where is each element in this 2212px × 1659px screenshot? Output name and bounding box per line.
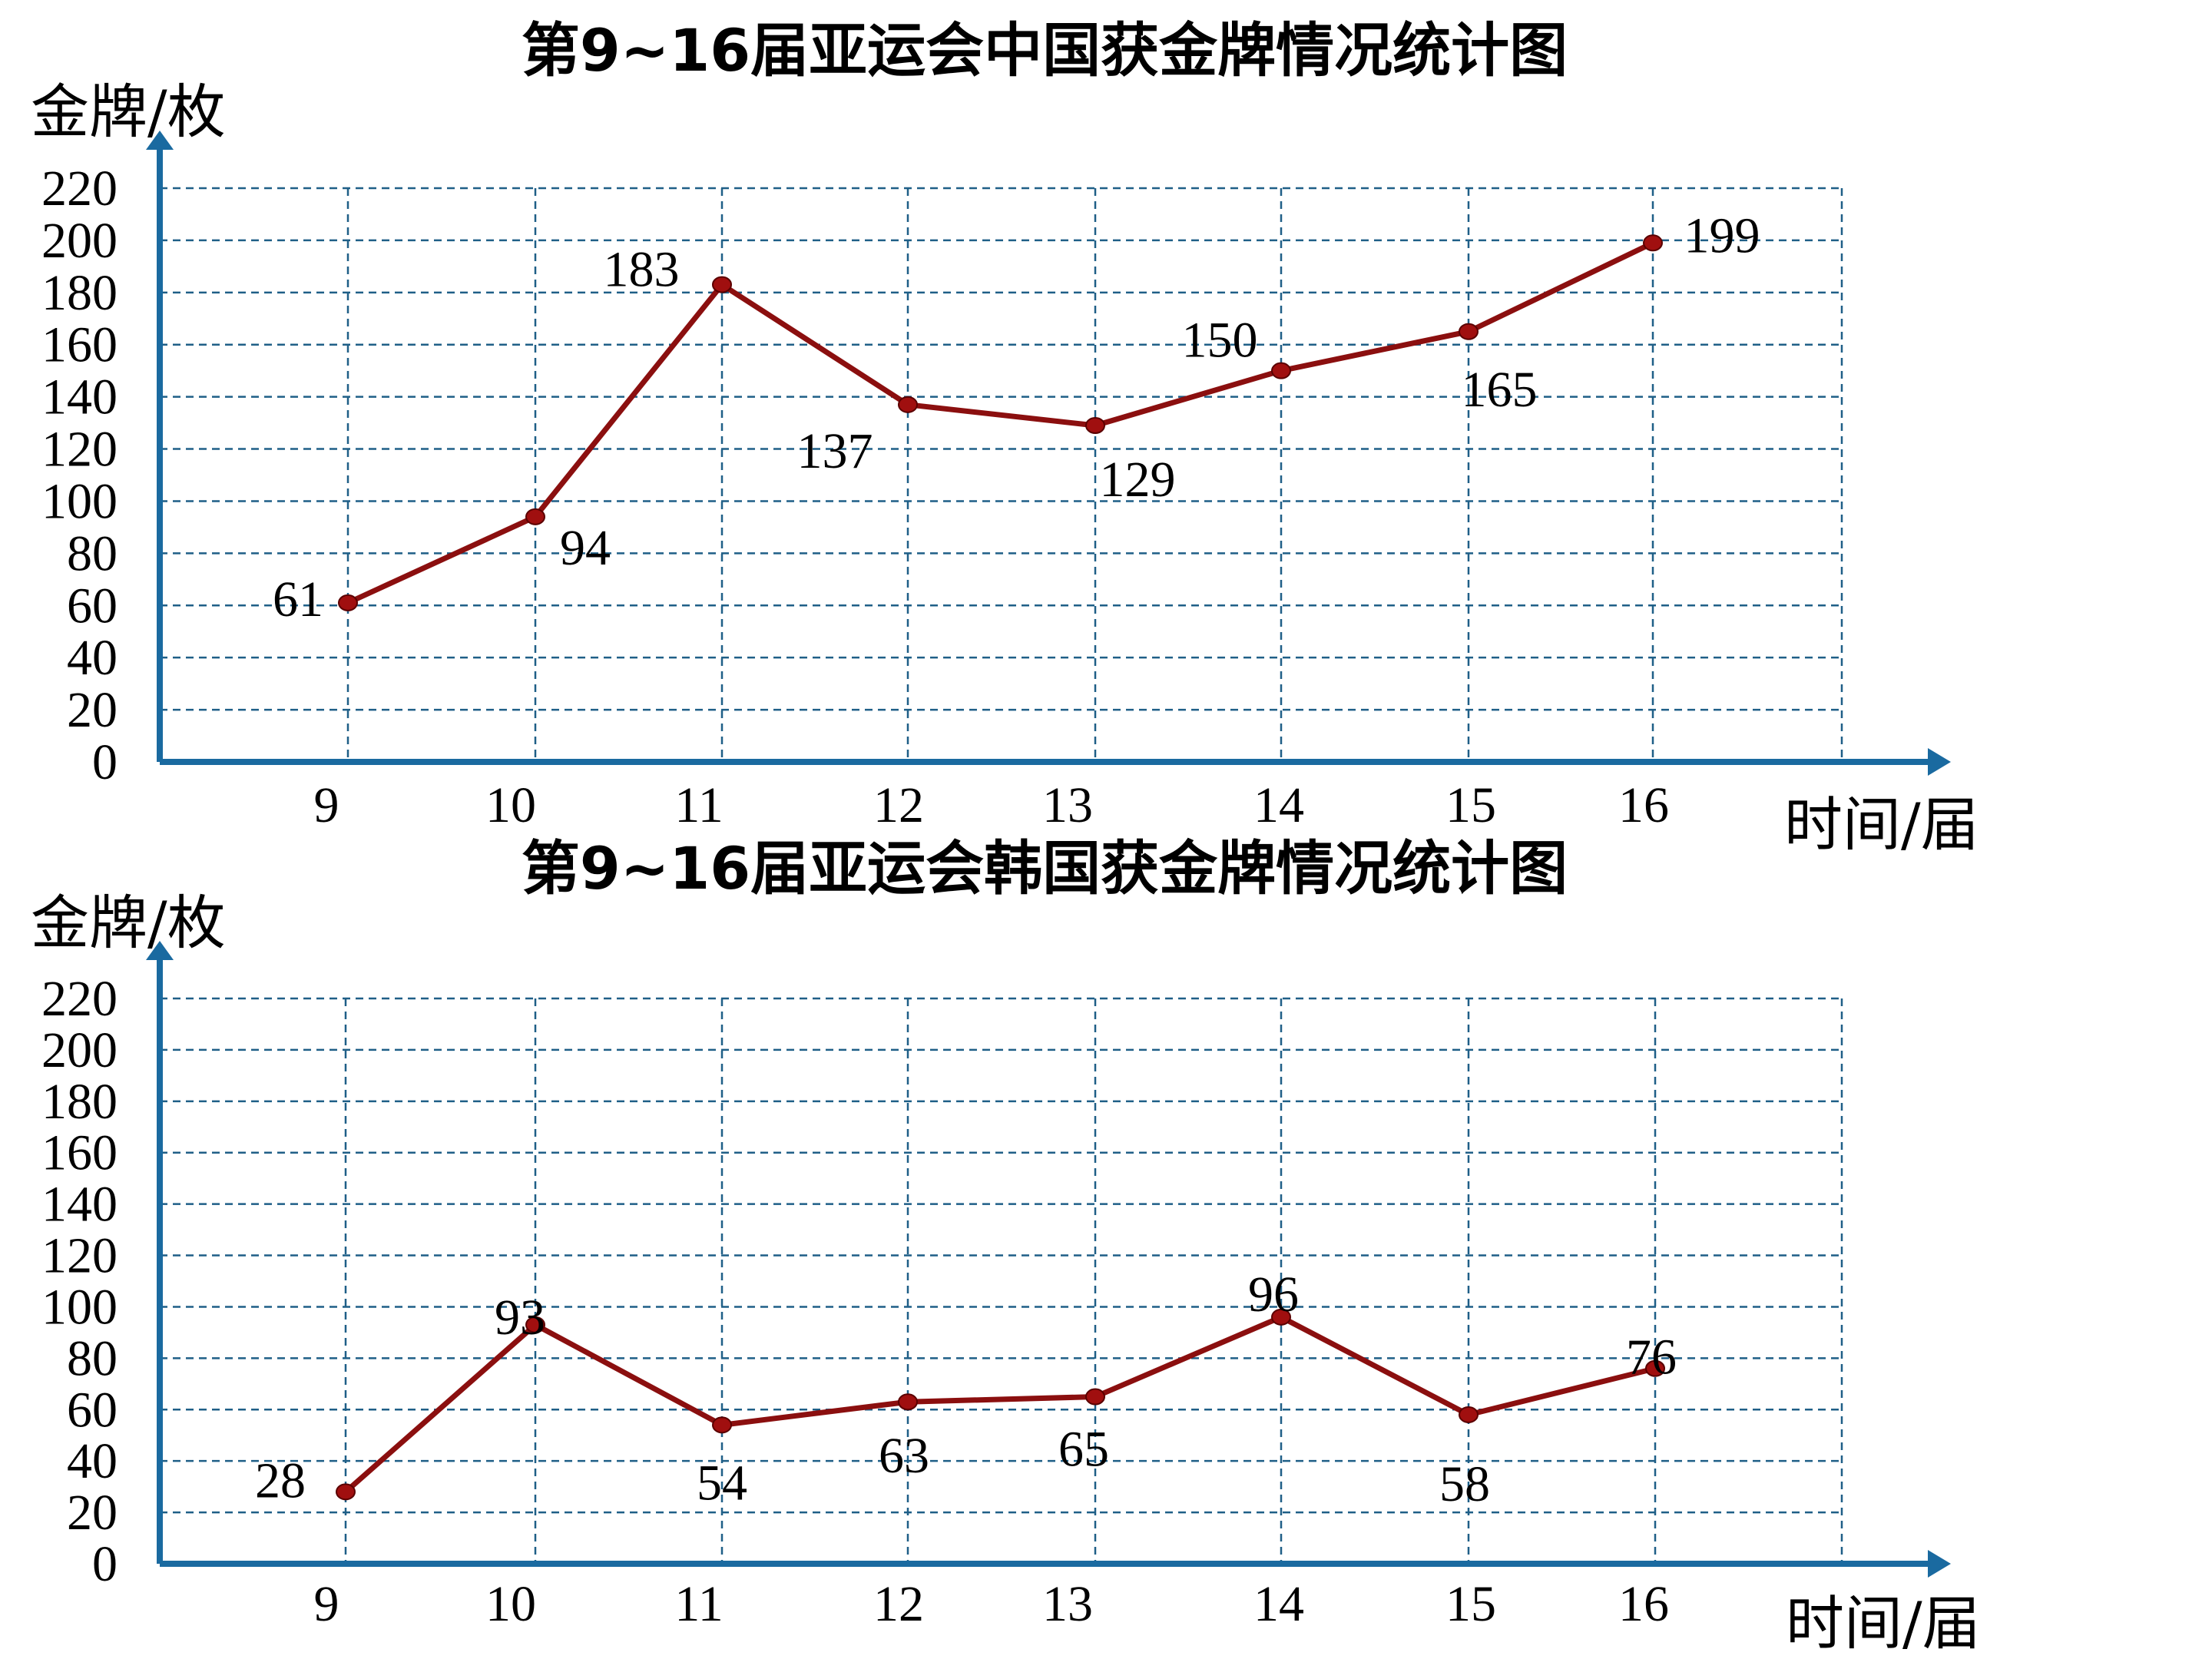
y-tick-label: 140 <box>41 1177 118 1233</box>
y-tick-label: 140 <box>41 369 118 426</box>
data-label: 28 <box>255 1452 306 1508</box>
y-tick-label: 180 <box>41 1074 118 1130</box>
data-label: 54 <box>697 1455 747 1511</box>
x-axis-label: 时间/届 <box>1784 790 1979 859</box>
data-point <box>525 508 545 525</box>
y-tick-label: 60 <box>67 578 118 634</box>
chart-title: 第9~16届亚运会韩国获金牌情况统计图 <box>522 834 1568 902</box>
data-point <box>1271 362 1291 379</box>
data-point <box>1459 323 1479 340</box>
data-point <box>712 276 732 293</box>
data-point <box>1271 1308 1291 1326</box>
data-label: 150 <box>1182 313 1258 369</box>
x-tick-label: 16 <box>1618 1576 1669 1632</box>
y-tick-label: 120 <box>41 422 118 478</box>
y-tick-label: 220 <box>41 161 118 217</box>
x-tick-label: 9 <box>314 777 339 833</box>
y-axis-arrow <box>146 941 174 960</box>
x-tick-label: 10 <box>485 777 536 833</box>
data-label: 183 <box>604 242 680 298</box>
x-tick-label: 14 <box>1253 1576 1304 1632</box>
data-point <box>1459 1406 1479 1423</box>
y-tick-label: 40 <box>67 1433 118 1489</box>
y-tick-label: 20 <box>67 682 118 738</box>
data-point <box>336 1483 356 1501</box>
x-tick-label: 11 <box>674 777 724 833</box>
y-tick-label: 80 <box>67 1330 118 1386</box>
x-tick-label: 11 <box>674 1576 724 1632</box>
y-tick-label: 220 <box>41 971 118 1027</box>
x-tick-label: 15 <box>1445 777 1496 833</box>
x-tick-label: 14 <box>1253 777 1304 833</box>
y-tick-label: 120 <box>41 1228 118 1284</box>
data-label: 199 <box>1684 207 1760 263</box>
series-line <box>346 240 1654 606</box>
x-axis-arrow <box>1928 1550 1951 1578</box>
y-axis-label: 金牌/枚 <box>31 78 226 146</box>
x-axis-arrow <box>1928 748 1951 776</box>
x-axis-label: 时间/届 <box>1786 1589 1981 1657</box>
data-point <box>1085 1388 1105 1406</box>
x-tick-label: 9 <box>314 1576 339 1632</box>
x-tick-label: 13 <box>1042 1576 1093 1632</box>
chart-title: 第9~16届亚运会中国获金牌情况统计图 <box>522 16 1568 84</box>
data-point <box>1085 416 1105 434</box>
data-label: 61 <box>273 571 323 628</box>
data-label: 137 <box>797 423 873 479</box>
x-tick-label: 16 <box>1618 777 1669 833</box>
series-line <box>343 1314 1656 1494</box>
data-label: 129 <box>1100 452 1176 508</box>
korea-gold-medals-chart: 第9~16届亚运会韩国获金牌情况统计图 020406080100120140160… <box>31 834 1981 1657</box>
data-label: 76 <box>1626 1330 1677 1386</box>
y-tick-label: 200 <box>41 1022 118 1078</box>
x-tick-label: 12 <box>873 1576 924 1632</box>
x-tick-label: 13 <box>1042 777 1093 833</box>
y-tick-label: 20 <box>67 1485 118 1541</box>
y-tick-label: 0 <box>92 734 118 790</box>
y-tick-label: 160 <box>41 317 118 373</box>
y-tick-label: 180 <box>41 265 118 321</box>
data-point <box>898 396 918 413</box>
data-point <box>1643 234 1663 252</box>
y-tick-label: 80 <box>67 525 118 581</box>
y-tick-label: 160 <box>41 1125 118 1181</box>
y-axis-label: 金牌/枚 <box>31 889 226 957</box>
data-label: 65 <box>1058 1422 1109 1478</box>
y-tick-label: 200 <box>41 213 118 269</box>
data-label: 58 <box>1439 1456 1490 1512</box>
china-gold-medals-chart: 第9~16届亚运会中国获金牌情况统计图 020406080100120140160… <box>31 16 1979 859</box>
y-tick-label: 0 <box>92 1536 118 1592</box>
x-tick-label: 12 <box>873 777 924 833</box>
data-point <box>525 1316 545 1333</box>
data-point <box>1645 1359 1665 1377</box>
data-label: 96 <box>1248 1267 1299 1323</box>
data-label: 165 <box>1462 362 1538 418</box>
y-axis-arrow <box>146 131 174 150</box>
data-label: 93 <box>495 1290 545 1346</box>
x-tick-label: 15 <box>1445 1576 1496 1632</box>
y-tick-label: 60 <box>67 1382 118 1438</box>
y-tick-label: 100 <box>41 1279 118 1335</box>
data-point <box>898 1393 918 1411</box>
data-label: 94 <box>560 520 611 576</box>
y-tick-label: 40 <box>67 630 118 686</box>
data-point <box>712 1416 732 1434</box>
x-tick-label: 10 <box>485 1576 536 1632</box>
data-label: 63 <box>879 1428 929 1484</box>
y-tick-label: 100 <box>41 473 118 529</box>
data-point <box>338 594 358 611</box>
